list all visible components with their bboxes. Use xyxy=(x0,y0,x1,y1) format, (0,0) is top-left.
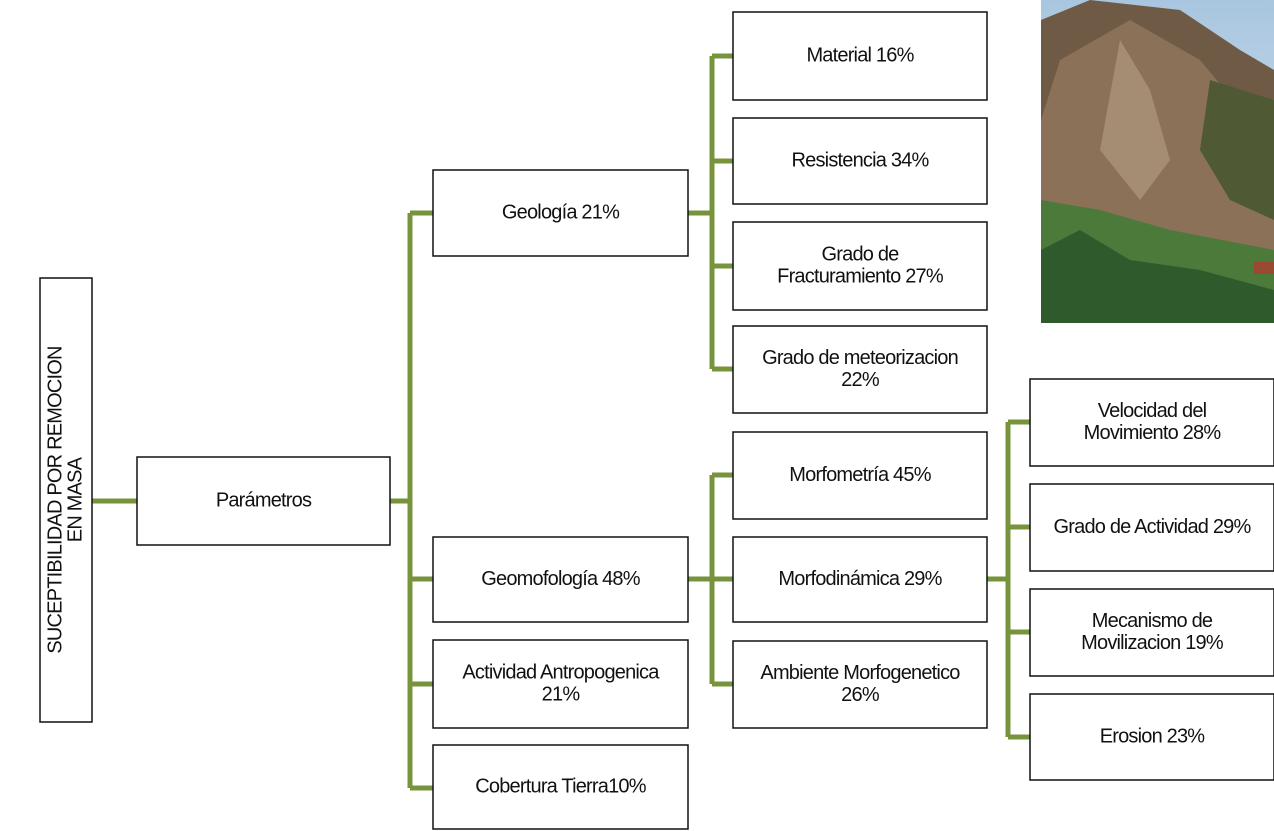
node-label: Grado de xyxy=(822,243,900,265)
node-label: Mecanismo de xyxy=(1092,610,1213,632)
node-label: Movilizacion 19% xyxy=(1081,632,1224,654)
node-label: Actividad Antropogenica xyxy=(462,661,660,683)
node: Geología 21% xyxy=(433,170,688,256)
node-label: 22% xyxy=(841,369,880,391)
node: Geomofología 48% xyxy=(433,537,688,622)
node-label: Material 16% xyxy=(806,44,914,66)
node-label: Ambiente Morfogenetico xyxy=(760,662,960,684)
node-label: Velocidad del xyxy=(1098,400,1207,422)
node-label: Erosion 23% xyxy=(1100,725,1206,747)
node-label: 21% xyxy=(542,683,581,705)
page: SUCEPTIBILIDAD POR REMOCIONEN MASA Paráme… xyxy=(0,0,1274,831)
node: Cobertura Tierra10% xyxy=(433,745,688,829)
node-label: Grado de Actividad 29% xyxy=(1054,516,1252,538)
root-label: SUCEPTIBILIDAD POR REMOCION xyxy=(44,346,66,653)
node-label: Parámetros xyxy=(216,489,312,511)
diagram: SUCEPTIBILIDAD POR REMOCIONEN MASA Paráme… xyxy=(0,0,1274,831)
node-label: Cobertura Tierra10% xyxy=(475,775,646,797)
node: Resistencia 34% xyxy=(733,118,987,204)
node-label: Grado de meteorizacion xyxy=(762,347,958,369)
node-label: Morfometría 45% xyxy=(789,464,931,486)
node-label: Movimiento 28% xyxy=(1084,422,1222,444)
node-label: Fracturamiento 27% xyxy=(777,265,944,287)
root-label: EN MASA xyxy=(64,456,86,542)
landscape-photo xyxy=(1041,0,1274,323)
node: Erosion 23% xyxy=(1030,694,1274,780)
node-label: Geología 21% xyxy=(502,201,620,223)
node: Morfometría 45% xyxy=(733,432,987,519)
node-label: Resistencia 34% xyxy=(792,149,930,171)
node: Material 16% xyxy=(733,12,987,100)
node-label: Morfodinámica 29% xyxy=(778,568,942,590)
node: Parámetros xyxy=(137,457,390,545)
node-label: 26% xyxy=(841,684,880,706)
node-label: Geomofología 48% xyxy=(481,568,640,590)
node: Morfodinámica 29% xyxy=(733,537,987,622)
node: Grado de Actividad 29% xyxy=(1030,484,1274,571)
